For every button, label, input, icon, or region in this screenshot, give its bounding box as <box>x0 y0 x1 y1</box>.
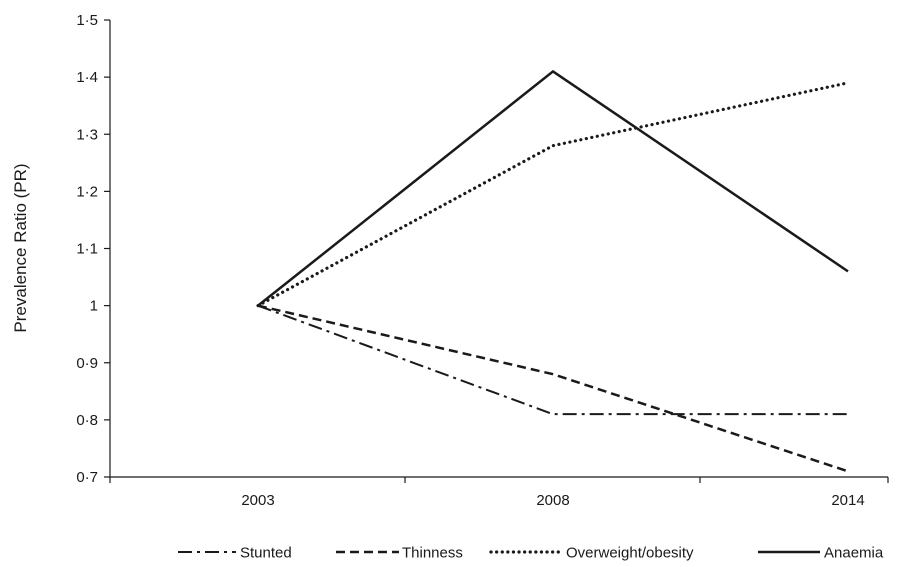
series-line-thinness <box>257 304 849 473</box>
legend-label: Anaemia <box>824 545 884 562</box>
series-layer <box>256 69 850 473</box>
legend-label: Stunted <box>240 545 292 562</box>
y-tick-label: 1·1 <box>76 241 98 258</box>
y-axis-ticks: 0·7 0·8 0·9 1 1·1 1·2 1·3 1·4 1·5 <box>76 12 110 486</box>
legend-item-stunted: Stunted <box>178 545 292 562</box>
y-tick-label: 0·7 <box>76 469 98 486</box>
y-tick-label: 0·8 <box>76 412 98 429</box>
y-tick-label: 1 <box>90 298 98 315</box>
x-tick-label: 2008 <box>536 492 569 509</box>
x-axis: 2003 2008 2014 <box>109 476 889 509</box>
y-tick-label: 1·5 <box>76 12 98 29</box>
legend-label: Overweight/obesity <box>566 545 694 562</box>
y-axis: 0·7 0·8 0·9 1 1·1 1·2 1·3 1·4 1·5 Prevalence Rat… <box>11 12 111 486</box>
x-tick-label: 2014 <box>831 492 864 509</box>
legend-item-overweight-obesity: Overweight/obesity <box>489 545 694 562</box>
y-tick-label: 1·4 <box>76 69 98 86</box>
x-axis-ticks: 2003 2008 2014 <box>109 477 889 509</box>
series-line-anaemia <box>257 69 849 307</box>
y-tick-label: 1·3 <box>76 126 98 143</box>
series-line-stunted <box>257 304 848 416</box>
legend: Stunted Thinness Overweight/obesity Anaemia <box>178 545 884 562</box>
y-tick-label: 1·2 <box>76 183 98 200</box>
series-line-overweight-obesity <box>256 81 850 308</box>
y-tick-label: 0·9 <box>76 355 98 372</box>
y-axis-label: Prevalence Ratio (PR) <box>11 163 30 332</box>
legend-item-thinness: Thinness <box>336 545 463 562</box>
legend-label: Thinness <box>402 545 463 562</box>
x-tick-label: 2003 <box>241 492 274 509</box>
legend-item-anaemia: Anaemia <box>758 545 884 562</box>
